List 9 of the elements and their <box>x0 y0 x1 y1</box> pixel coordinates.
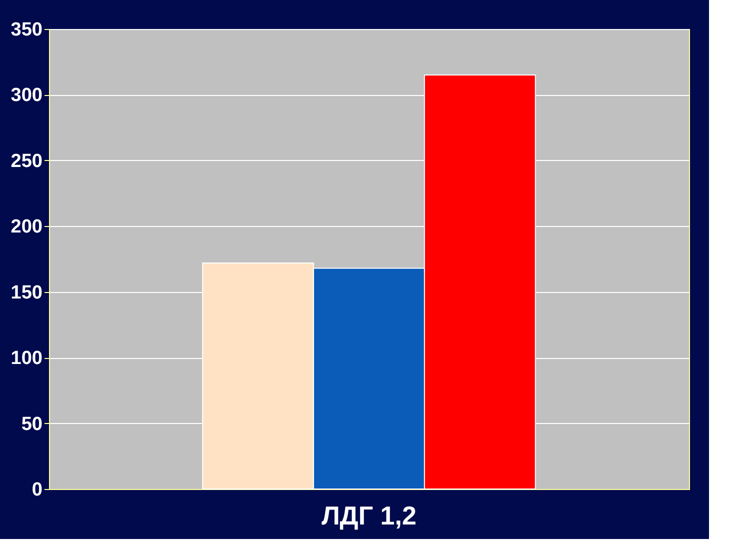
y-tick-label: 0 <box>32 480 42 500</box>
y-tick-label: 100 <box>10 348 42 370</box>
y-tick-label: 200 <box>10 216 42 238</box>
y-tick-label: 50 <box>21 414 42 435</box>
y-tick-label: 350 <box>10 20 42 40</box>
y-tick-label: 150 <box>10 282 42 304</box>
y-tick-label: 300 <box>10 85 42 106</box>
x-tick-label: ЛДГ 1,2 <box>322 500 416 530</box>
y-tick-label: 250 <box>10 150 42 172</box>
